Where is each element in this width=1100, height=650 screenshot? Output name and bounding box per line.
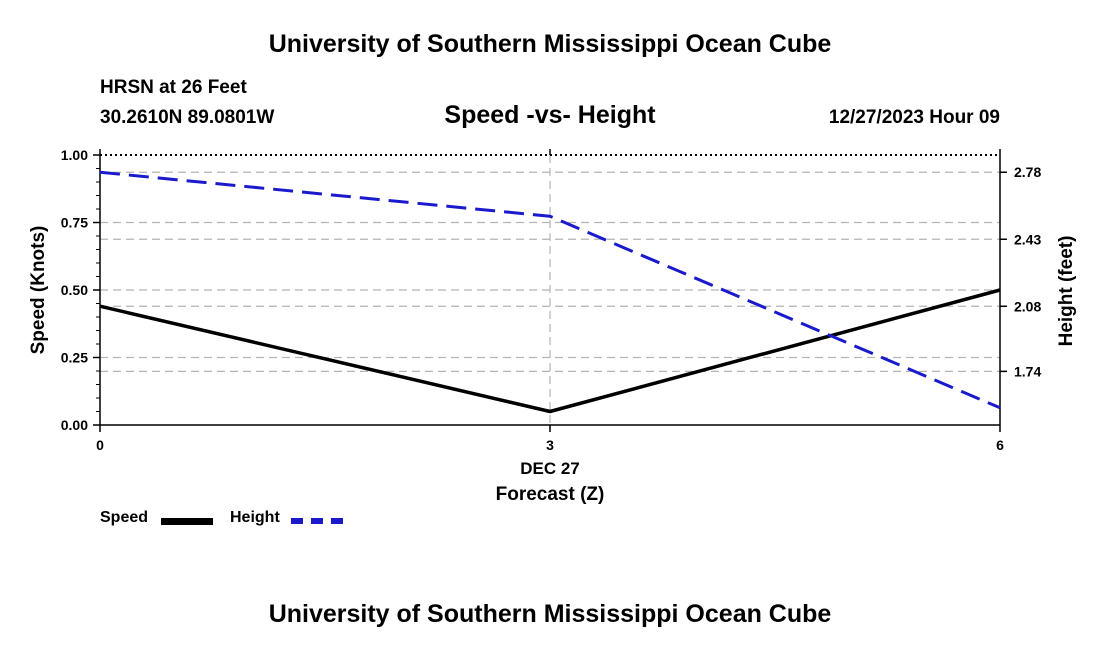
x-tick-label-2: 6 xyxy=(996,437,1004,453)
y-left-tick-label-0: 0.00 xyxy=(61,417,88,433)
page-title: University of Southern Mississippi Ocean… xyxy=(268,30,832,58)
y-left-axis-title: Speed (Knots) xyxy=(28,226,49,355)
chart-title: Speed -vs- Height xyxy=(444,101,656,129)
station-coordinates: 30.2610N 89.0801W xyxy=(100,107,275,128)
x-axis-title: Forecast (Z) xyxy=(496,484,605,505)
legend-label-height: Height xyxy=(230,509,280,526)
y-left-tick-label-2: 0.50 xyxy=(61,282,88,298)
y-left-tick-label-3: 0.75 xyxy=(61,215,88,231)
y-right-tick-label-2: 2.43 xyxy=(1014,231,1041,247)
x-tick-label-0: 0 xyxy=(96,437,104,453)
legend-swatch-height xyxy=(291,518,343,524)
y-right-tick-label-3: 2.78 xyxy=(1014,164,1041,180)
grid-layer xyxy=(100,155,1000,425)
y-right-axis-title: Height (feet) xyxy=(1056,236,1077,347)
label-layer: 0.00 0.25 0.50 0.75 1.00 1.74 2.08 2.43 2.78 0 3 6 D… xyxy=(28,147,1077,505)
y-right-tick-label-0: 1.74 xyxy=(1014,363,1041,379)
legend-label-speed: Speed xyxy=(100,509,149,526)
station-label: HRSN at 26 Feet xyxy=(100,77,247,98)
forecast-datetime: 12/27/2023 Hour 09 xyxy=(828,107,1000,128)
y-left-tick-label-1: 0.25 xyxy=(61,350,88,366)
y-right-tick-label-1: 2.08 xyxy=(1014,298,1041,314)
y-left-tick-label-4: 1.00 xyxy=(61,147,88,163)
legend-swatch-speed xyxy=(161,518,213,525)
footer-title: University of Southern Mississippi Ocean… xyxy=(268,600,832,628)
x-date-label: DEC 27 xyxy=(520,459,580,478)
series-layer xyxy=(99,170,1001,414)
x-tick-label-1: 3 xyxy=(546,437,554,453)
